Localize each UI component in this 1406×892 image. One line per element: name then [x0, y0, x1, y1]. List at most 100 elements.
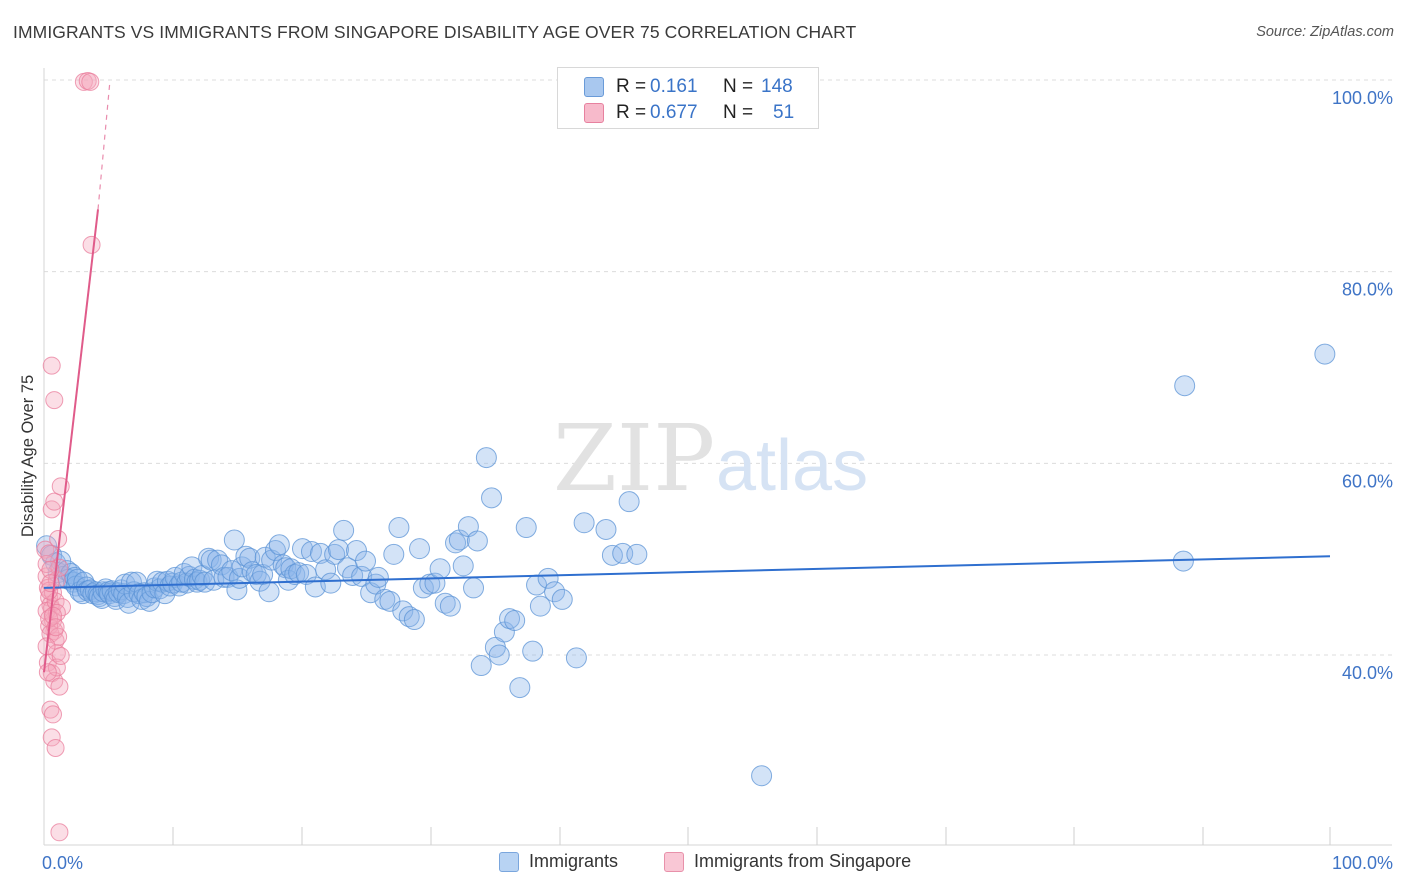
immigrants-trend-line: [43, 555, 1331, 589]
singapore-point: [44, 606, 63, 625]
immigrants-point: [138, 590, 160, 612]
y-tick-label: 100.0%: [1332, 88, 1393, 108]
source-credit: Source: ZipAtlas.com: [1256, 24, 1394, 40]
singapore-point: [45, 391, 64, 410]
legend-label: Immigrants: [529, 851, 619, 871]
immigrants-point: [333, 519, 355, 541]
singapore-point: [82, 235, 101, 254]
legend-swatch-singapore: [664, 851, 684, 872]
watermark: ZIP atlas: [553, 405, 868, 512]
immigrants-point: [618, 491, 640, 513]
n-value: 51: [773, 102, 795, 123]
immigrants-point: [429, 558, 451, 580]
immigrants-point: [509, 677, 531, 699]
immigrants-point: [751, 765, 773, 787]
legend-item-singapore[interactable]: Immigrants from Singapore: [664, 851, 911, 872]
immigrants-point: [1314, 343, 1336, 365]
y-tick-label: 60.0%: [1342, 471, 1393, 491]
immigrants-point: [439, 595, 461, 617]
singapore-swatch: [584, 103, 604, 123]
immigrants-point: [551, 588, 573, 610]
singapore-point: [38, 663, 57, 682]
x-tick-label-min: 0.0%: [42, 853, 83, 873]
trend-lines: [43, 84, 1331, 673]
singapore-trend-extension: [97, 84, 111, 210]
singapore-point: [46, 618, 65, 637]
immigrants-point: [565, 647, 587, 669]
singapore-point: [41, 574, 60, 593]
immigrants-point: [537, 567, 559, 589]
y-tick-label: 40.0%: [1342, 663, 1393, 683]
n-label: N =: [723, 76, 754, 97]
immigrants-point: [470, 655, 492, 677]
immigrants-point: [268, 534, 290, 556]
immigrants-point: [1174, 375, 1196, 397]
immigrants-point: [367, 566, 389, 588]
immigrants-point: [626, 543, 648, 565]
tick-labels: 100.0% 80.0% 60.0% 40.0% 0.0% 100.0% Disabilit…: [19, 88, 1393, 873]
immigrants-swatch: [584, 77, 604, 97]
immigrants-point: [466, 530, 488, 552]
singapore-point: [42, 728, 61, 747]
immigrants-point: [1172, 550, 1194, 572]
singapore-point: [42, 356, 61, 375]
immigrants-point: [595, 518, 617, 540]
singapore-point: [45, 492, 64, 511]
n-value: 148: [761, 76, 793, 97]
immigrants-point: [320, 572, 342, 594]
immigrants-point: [239, 547, 261, 569]
immigrants-point: [544, 581, 566, 603]
stats-row-singapore: R = 0.677 N = 51: [558, 101, 820, 125]
singapore-trend-line: [43, 209, 100, 673]
r-value: 0.161: [650, 76, 698, 97]
immigrants-point: [388, 517, 410, 539]
singapore-point: [50, 823, 69, 842]
immigrants-point: [383, 543, 405, 565]
immigrants-point: [463, 577, 485, 599]
singapore-point: [44, 705, 63, 724]
immigrants-point: [409, 538, 431, 560]
immigrants-point: [284, 564, 306, 585]
immigrants-point: [60, 563, 82, 585]
bottom-legend: Immigrants Immigrants from Singapore: [0, 851, 1406, 879]
y-tick-label: 80.0%: [1342, 280, 1393, 300]
legend-label: Immigrants from Singapore: [694, 851, 912, 871]
immigrants-point: [355, 550, 376, 572]
immigrants-point: [452, 555, 474, 577]
legend-swatch-immigrants: [499, 851, 519, 872]
immigrants-point: [345, 540, 367, 562]
x-tick-label-max: 100.0%: [1332, 853, 1393, 873]
immigrants-point: [300, 541, 322, 562]
legend-item-immigrants[interactable]: Immigrants: [499, 851, 618, 872]
immigrants-point: [245, 564, 267, 585]
immigrants-point: [291, 538, 313, 560]
immigrants-point: [210, 554, 232, 576]
immigrants-point: [475, 447, 497, 469]
immigrants-point: [504, 610, 526, 631]
watermark-atlas: atlas: [716, 426, 868, 506]
immigrants-point: [327, 539, 349, 561]
immigrants-point: [403, 609, 425, 631]
immigrants-point: [223, 529, 245, 551]
singapore-point: [46, 738, 65, 757]
stats-legend: R = 0.161 N = 148 R = 0.677 N = 51: [557, 67, 819, 129]
immigrants-point: [515, 517, 537, 539]
immigrants-point: [529, 595, 551, 617]
singapore-point: [47, 658, 66, 677]
immigrants-point: [522, 640, 544, 662]
y-axis-title: Disability Age Over 75: [19, 375, 37, 537]
immigrants-point: [203, 569, 225, 591]
singapore-point: [41, 700, 60, 719]
n-label: N =: [723, 102, 754, 123]
chart-title: IMMIGRANTS VS IMMIGRANTS FROM SINGAPORE …: [13, 22, 857, 42]
singapore-point: [51, 646, 70, 665]
singapore-point: [50, 677, 69, 696]
immigrants-point: [573, 512, 595, 534]
r-value: 0.677: [650, 102, 698, 123]
immigrants-point: [258, 581, 280, 603]
singapore-point: [81, 72, 100, 91]
watermark-zip: ZIP: [553, 405, 715, 512]
immigrants-point: [488, 644, 510, 666]
r-label: R =: [616, 76, 647, 97]
